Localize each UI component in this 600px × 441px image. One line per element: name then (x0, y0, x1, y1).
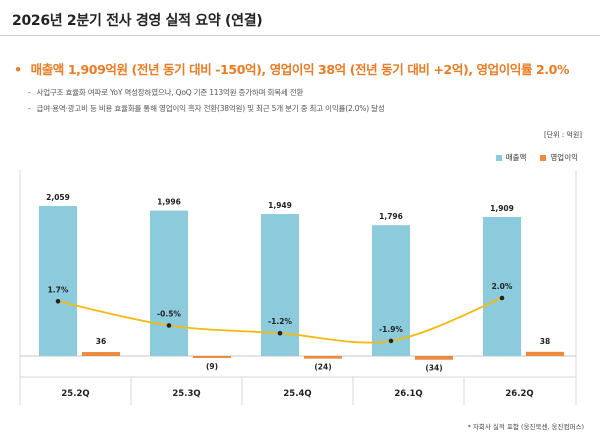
margin-point (166, 323, 172, 328)
margin-point (55, 299, 61, 304)
legend-label-revenue: 매출액 (505, 153, 527, 162)
op-income-value-label: (24) (314, 363, 331, 372)
op-income-bar (526, 351, 564, 356)
headline-text: 매출액 1,909억원 (전년 동기 대비 -150억), 영업이익 38억 (… (30, 62, 570, 77)
op-income-bar (415, 356, 453, 360)
op-income-bar (82, 352, 120, 356)
revenue-value-label: 1,996 (157, 198, 181, 207)
sub-bullet-text: 급여·용역·광고비 등 비용 효율화를 통해 영업이익 흑자 전환(38억원) … (36, 104, 385, 113)
margin-value-label: 1.7% (48, 285, 69, 294)
headline-bullet: • (14, 62, 22, 77)
revenue-value-label: 1,909 (490, 204, 514, 213)
category-label: 26.2Q (505, 389, 533, 399)
title-divider (0, 35, 600, 36)
headline: • 매출액 1,909억원 (전년 동기 대비 -150억), 영업이익 38억 … (14, 59, 569, 78)
revenue-value-label: 2,059 (46, 193, 70, 202)
category-label: 25.3Q (172, 389, 200, 399)
sub-bullet-dash: - (28, 104, 31, 113)
margin-point (499, 295, 505, 301)
sub-bullet-2: - 급여·용역·광고비 등 비용 효율화를 통해 영업이익 흑자 전환(38억원)… (28, 103, 385, 114)
op-income-bar (193, 356, 231, 358)
revenue-bar (372, 225, 410, 356)
margin-point (388, 338, 394, 344)
page-title: 2026년 2분기 전사 경영 실적 요약 (연결) (12, 13, 263, 29)
legend-item-op-income: 영업이익 (540, 152, 578, 163)
margin-value-label: -0.5% (157, 310, 181, 319)
category-label: 25.4Q (283, 389, 311, 399)
revenue-bar (483, 216, 521, 356)
margin-value-label: 2.0% (492, 282, 513, 291)
category-label: 25.2Q (61, 389, 89, 399)
legend-swatch-op-income (540, 154, 547, 161)
op-income-value-label: (34) (425, 364, 442, 373)
unit-label: [단위 : 억원] (543, 131, 582, 139)
margin-value-label: -1.9% (379, 325, 403, 334)
op-income-value-label: (9) (206, 362, 218, 371)
margin-point (277, 330, 283, 336)
op-income-value-label: 38 (540, 337, 550, 346)
sub-bullet-dash: - (28, 88, 31, 97)
revenue-bar (150, 210, 188, 356)
chart-legend: 매출액 영업이익 (495, 152, 578, 163)
sub-bullet-text: 사업구조 효율화 여파로 YoY 역성장하였으나, QoQ 기준 113억원 증… (36, 88, 304, 97)
margin-value-label: -1.2% (268, 317, 292, 326)
op-income-bar (304, 356, 342, 359)
footnote: * 자회사 실적 포함 (웅진북센, 웅진컴퍼스) (467, 423, 584, 431)
revenue-bar (39, 206, 77, 356)
legend-label-op-income: 영업이익 (550, 153, 578, 162)
legend-swatch-revenue (495, 154, 502, 161)
revenue-value-label: 1,949 (268, 201, 292, 210)
op-income-value-label: 36 (96, 337, 106, 346)
revenue-value-label: 1,796 (379, 212, 403, 221)
sub-bullet-1: - 사업구조 효율화 여파로 YoY 역성장하였으나, QoQ 기준 113억원 … (28, 87, 303, 98)
category-label: 26.1Q (394, 389, 422, 399)
legend-item-revenue: 매출액 (495, 152, 527, 163)
